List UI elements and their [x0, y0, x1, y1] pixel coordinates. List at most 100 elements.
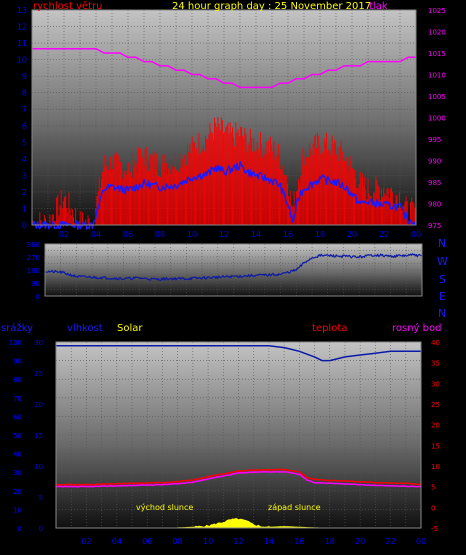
x-tick-label: 04	[91, 230, 101, 239]
x-tick-label: 08	[173, 537, 183, 546]
temperature-label: teplota	[312, 323, 347, 334]
x-tick-label: 02	[81, 537, 91, 546]
x-tick-label: 16	[294, 537, 304, 546]
y-tick-label: 1	[22, 204, 27, 213]
y-tick-label: 0	[36, 293, 40, 301]
y-tick-label: 100	[9, 339, 22, 347]
x-tick-label: 18	[325, 537, 335, 546]
wind-direction-line	[44, 253, 423, 281]
compass-labels: N W S E N	[437, 237, 448, 320]
y-tick-label: 5	[431, 484, 435, 492]
y-tick-label: 10	[34, 463, 43, 471]
pressure-line	[32, 47, 416, 89]
x-tick-label: 20	[347, 230, 357, 239]
y-tick-label: 1010	[428, 72, 446, 80]
dew-point-line	[56, 470, 422, 488]
y-tick-label: 1015	[428, 50, 446, 58]
compass-label: N	[438, 237, 446, 250]
y-tick-label: 9	[22, 72, 27, 81]
y-tick-label: 0	[39, 525, 43, 533]
y-tick-label: 20	[13, 488, 22, 496]
x-tick-label: 06	[142, 537, 152, 546]
wind-panel-background	[32, 10, 416, 225]
humidity-label: vlhkost	[67, 323, 103, 334]
compass-label: E	[439, 290, 446, 303]
y-tick-label: 4	[22, 155, 27, 164]
y-tick-label: 1000	[428, 115, 446, 123]
solar-label: Solar	[117, 323, 143, 334]
y-tick-label: 995	[428, 136, 441, 144]
rain-label: srážky	[1, 322, 33, 334]
y-tick-label: 2	[22, 188, 27, 197]
x-tick-label: 18	[315, 230, 325, 239]
y-tick-label: 30	[431, 380, 440, 388]
y-tick-label: 90	[31, 280, 40, 288]
y-tick-label: 180	[27, 267, 40, 275]
y-tick-label: 10	[13, 506, 22, 514]
y-tick-label: 990	[428, 158, 441, 166]
direction-panel-axes: 0 90 180 270 360	[27, 241, 40, 301]
y-tick-label: 3	[22, 171, 27, 180]
x-tick-label: 00	[411, 230, 421, 239]
x-tick-label: 20	[355, 537, 365, 546]
y-tick-label: 5	[22, 138, 27, 147]
y-tick-label: 7	[22, 105, 27, 114]
wind-panel-axes: 0123456789101112139759809859909951000100…	[17, 6, 446, 239]
y-tick-label: 1005	[428, 93, 446, 101]
y-tick-label: 1020	[428, 29, 446, 37]
compass-label: N	[438, 307, 446, 320]
solar-area	[56, 518, 421, 528]
y-tick-label: 35	[431, 360, 440, 368]
x-tick-label: 22	[379, 230, 389, 239]
x-tick-label: 02	[59, 230, 69, 239]
x-tick-label: 16	[283, 230, 293, 239]
x-tick-label: 04	[112, 537, 122, 546]
wind-panel-grid	[32, 9, 416, 226]
y-tick-label: 6	[22, 122, 27, 131]
wind-panel-series	[31, 47, 416, 230]
wind-speed-line	[31, 161, 416, 230]
y-tick-label: 50	[13, 432, 22, 440]
temperature-panel-axes: 0102030405060708090100051015202530-50510…	[9, 339, 440, 546]
x-tick-label: 10	[203, 537, 213, 546]
y-tick-label: 0	[22, 221, 27, 230]
x-tick-label: 12	[233, 537, 243, 546]
y-tick-label: 40	[13, 451, 22, 459]
y-tick-label: 80	[13, 376, 22, 384]
direction-panel-background	[45, 244, 422, 296]
compass-label: W	[437, 255, 448, 268]
compass-label: S	[439, 273, 446, 286]
y-tick-label: 0	[431, 504, 435, 512]
direction-panel-frame	[44, 243, 423, 297]
y-tick-label: 360	[27, 241, 40, 249]
y-tick-label: 0	[18, 525, 22, 533]
y-tick-label: 25	[431, 401, 440, 409]
y-tick-label: 11	[17, 39, 27, 48]
y-tick-label: -5	[431, 525, 438, 533]
y-tick-label: 30	[34, 339, 43, 347]
y-tick-label: 40	[431, 339, 440, 347]
y-tick-label: 270	[27, 254, 40, 262]
y-tick-label: 90	[13, 358, 22, 366]
y-tick-label: 30	[13, 469, 22, 477]
humidity-line	[56, 344, 421, 362]
x-tick-label: 12	[219, 230, 229, 239]
x-tick-label: 14	[264, 537, 274, 546]
y-tick-label: 15	[431, 442, 440, 450]
x-tick-label: 22	[385, 537, 395, 546]
y-tick-label: 12	[17, 23, 27, 32]
y-tick-label: 15	[34, 432, 43, 440]
pressure-label: tlak	[369, 1, 388, 12]
y-tick-label: 10	[431, 463, 440, 471]
dew-point-label: rosný bod	[392, 322, 441, 334]
y-tick-label: 70	[13, 395, 22, 403]
x-tick-label: 06	[123, 230, 133, 239]
x-tick-label: 08	[155, 230, 165, 239]
wind-panel-frame	[31, 9, 417, 226]
y-tick-label: 985	[428, 179, 441, 187]
sunrise-annotation: východ slunce	[136, 503, 193, 512]
y-tick-label: 20	[34, 401, 43, 409]
temperature-panel-frame	[55, 341, 422, 529]
y-tick-label: 5	[39, 494, 43, 502]
